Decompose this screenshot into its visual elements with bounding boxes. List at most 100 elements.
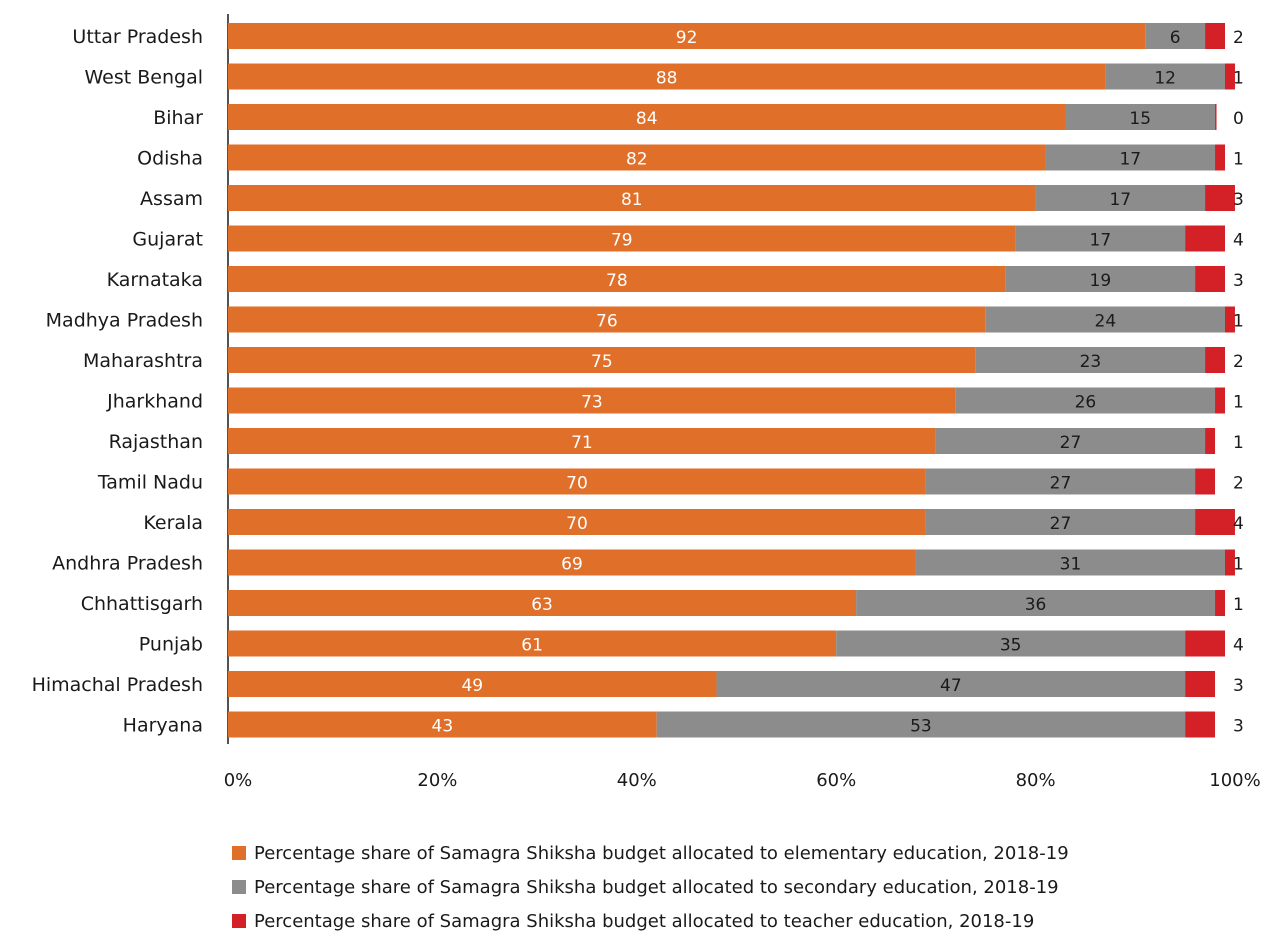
bar-segment-series-1 [228, 63, 1106, 90]
data-label-series-1: 61 [521, 636, 543, 656]
data-label-series-2: 26 [1075, 393, 1097, 413]
category-label: Odisha [137, 148, 203, 170]
bar-segment-series-2 [1035, 185, 1206, 211]
data-label-series-1: 70 [566, 474, 588, 494]
data-label-series-2: 17 [1090, 231, 1112, 251]
category-label: Madhya Pradesh [46, 310, 203, 332]
legend-item: Percentage share of Samagra Shiksha budg… [232, 904, 1252, 938]
category-label: Maharashtra [83, 350, 203, 372]
bar-segment-series-2 [836, 630, 1186, 657]
bar-segment-series-1 [228, 630, 837, 657]
bar-segment-series-1 [228, 711, 657, 738]
data-label-series-3: 2 [1233, 28, 1244, 48]
data-label-series-1: 71 [571, 433, 593, 453]
bar-segment-series-1 [228, 185, 1036, 211]
data-label-series-2: 17 [1119, 150, 1141, 170]
bar-segment-series-1 [228, 509, 926, 535]
bar-segment-series-2 [1015, 225, 1186, 252]
data-label-series-3: 3 [1233, 190, 1244, 210]
data-label-series-2: 27 [1050, 474, 1072, 494]
data-label-series-2: 47 [940, 676, 962, 696]
data-label-series-1: 81 [621, 190, 643, 210]
bar-segment-series-3 [1205, 347, 1225, 373]
legend-swatch [232, 914, 246, 928]
bar-segment-series-2 [985, 306, 1225, 333]
data-label-series-1: 49 [461, 676, 483, 696]
data-label-series-3: 1 [1233, 433, 1244, 453]
x-tick-label: 20% [417, 770, 457, 791]
bar-segment-series-1 [228, 549, 916, 576]
bar-segment-series-2 [856, 590, 1216, 616]
data-label-series-3: 1 [1233, 69, 1244, 89]
data-label-series-2: 24 [1095, 312, 1117, 332]
data-label-series-2: 19 [1090, 271, 1112, 291]
data-label-series-3: 2 [1233, 352, 1244, 372]
bar-segment-series-3 [1205, 185, 1235, 211]
bar-segment-series-3 [1195, 266, 1225, 292]
bar-segment-series-2 [656, 711, 1186, 738]
data-label-series-1: 75 [591, 352, 613, 372]
data-label-series-3: 4 [1233, 514, 1244, 534]
category-label: Kerala [143, 512, 203, 534]
bar-segment-series-3 [1205, 428, 1216, 454]
x-tick-label: 60% [816, 770, 856, 791]
bar-segment-series-1 [228, 387, 956, 414]
bar-segment-series-3 [1225, 549, 1235, 576]
bar-segment-series-1 [228, 590, 857, 616]
bar-segment-series-2 [975, 347, 1206, 373]
bar-segment-series-3 [1185, 671, 1216, 697]
bar-segment-series-3 [1195, 468, 1216, 495]
legend-item: Percentage share of Samagra Shiksha budg… [232, 836, 1252, 870]
bar-segment-series-3 [1185, 630, 1225, 657]
category-label: Karnataka [107, 269, 203, 291]
data-label-series-3: 1 [1233, 150, 1244, 170]
data-label-series-3: 3 [1233, 271, 1244, 291]
legend-swatch [232, 880, 246, 894]
category-label: Tamil Nadu [97, 472, 203, 494]
data-label-series-1: 82 [626, 150, 648, 170]
x-tick-label: 100% [1209, 770, 1260, 791]
bar-segment-series-2 [935, 428, 1206, 454]
data-label-series-2: 36 [1025, 595, 1047, 615]
category-label: Haryana [123, 715, 203, 737]
bar-segment-series-1 [228, 347, 976, 373]
category-label: Gujarat [132, 229, 203, 251]
data-label-series-3: 3 [1233, 676, 1244, 696]
bar-segment-series-3 [1215, 590, 1225, 616]
bar-segment-series-3 [1225, 306, 1235, 333]
data-label-series-2: 27 [1060, 433, 1082, 453]
legend-label: Percentage share of Samagra Shiksha budg… [254, 842, 1069, 864]
bar-segment-series-1 [228, 306, 986, 333]
bar-segment-series-3 [1225, 63, 1235, 90]
bar-segment-series-3 [1205, 23, 1225, 49]
category-label: Rajasthan [109, 431, 203, 453]
bar-segment-series-3 [1185, 225, 1225, 252]
bar-segment-series-2 [1145, 23, 1206, 49]
category-label: Punjab [139, 634, 203, 656]
bar-segment-series-2 [925, 509, 1196, 535]
data-label-series-2: 27 [1050, 514, 1072, 534]
bar-segment-series-1 [228, 266, 1006, 292]
bar-segment-series-3 [1215, 104, 1217, 130]
data-label-series-2: 35 [1000, 636, 1022, 656]
category-label: Jharkhand [106, 391, 203, 413]
data-label-series-1: 92 [676, 28, 698, 48]
bar-segment-series-1 [228, 144, 1046, 171]
bar-segment-series-2 [716, 671, 1186, 697]
category-label: Andhra Pradesh [52, 553, 203, 575]
data-label-series-2: 6 [1170, 28, 1181, 48]
x-tick-label: 40% [617, 770, 657, 791]
data-label-series-2: 12 [1154, 69, 1176, 89]
data-label-series-2: 15 [1129, 109, 1151, 129]
bar-segment-series-3 [1215, 144, 1225, 171]
data-label-series-1: 69 [561, 555, 583, 575]
category-label: Chhattisgarh [81, 593, 203, 615]
data-label-series-3: 1 [1233, 393, 1244, 413]
data-label-series-1: 70 [566, 514, 588, 534]
data-label-series-3: 4 [1233, 636, 1244, 656]
bar-segment-series-2 [1065, 104, 1216, 130]
data-label-series-3: 3 [1233, 717, 1244, 737]
bar-segment-series-3 [1215, 387, 1225, 414]
category-label: West Bengal [85, 67, 204, 89]
